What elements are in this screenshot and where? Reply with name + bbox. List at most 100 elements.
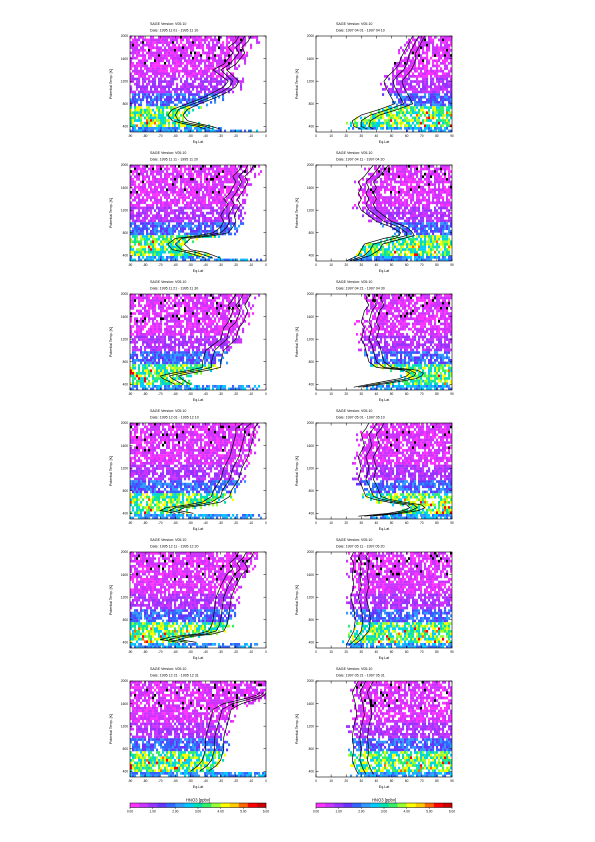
data-cell [424,82,427,86]
data-cell [142,127,145,130]
data-cell [174,106,177,109]
data-cell [402,90,405,94]
data-cell [374,248,377,251]
data-cell [428,219,431,223]
data-cell [220,170,223,173]
data-cell [180,90,183,94]
data-cell [152,116,155,120]
data-cell [436,121,439,125]
data-cell [130,240,133,244]
data-cell [422,167,425,171]
data-cell [172,62,175,65]
data-cell [424,43,427,47]
data-cell [416,167,419,171]
data-cell [240,54,243,57]
data-cell [186,196,189,199]
data-cell [438,90,441,94]
data-cell [156,227,159,231]
data-cell [138,256,141,259]
data-cell [180,59,183,63]
data-cell [416,90,419,94]
data-cell [144,67,147,70]
data-cell [236,43,239,47]
data-cell [386,188,389,192]
data-cell [428,185,431,189]
data-cell [130,201,133,205]
data-cell [248,178,251,181]
data-cell [188,56,191,60]
data-cell [404,201,407,205]
x-tick-label: -30 [218,134,223,138]
data-cell [432,72,435,76]
data-cell [174,217,177,220]
data-cell [184,69,187,73]
data-cells [130,165,263,261]
data-cell [154,72,157,76]
data-cell [154,250,157,254]
data-cell [434,167,437,171]
data-cell [424,106,427,109]
data-cell [216,165,219,168]
data-cell [174,119,177,122]
data-cell [220,201,223,205]
data-cell [432,103,435,107]
data-cell [178,211,181,215]
data-cell [194,258,197,261]
data-cell [232,178,235,181]
data-cell [374,175,377,179]
data-cell [386,209,389,212]
data-cell [392,121,395,125]
data-cell [366,178,369,181]
data-cell [170,237,173,241]
data-cell [144,178,147,181]
data-cell [152,178,155,181]
data-cell [188,193,191,197]
data-cell [214,129,217,132]
data-cell [172,54,175,57]
data-cell [132,170,135,173]
data-cell [396,230,399,233]
data-cell [440,232,443,236]
data-cell [442,98,445,102]
data-cell [180,49,183,52]
data-cell [202,191,205,194]
data-cell [446,193,449,197]
data-cell [190,98,193,102]
data-cell [178,193,181,197]
data-cell [186,253,189,257]
data-cell [150,258,153,261]
data-cell [144,108,147,112]
data-cell [218,188,221,192]
data-cell [370,248,373,251]
data-cell [424,188,427,192]
data-cell [408,196,411,199]
data-cell [420,127,423,130]
data-cell [420,114,423,117]
data-cell [404,72,407,76]
data-cell [216,85,219,89]
data-cell [412,36,415,39]
data-cell [138,51,141,55]
data-cell [216,201,219,205]
data-cell [438,116,441,120]
data-cell [188,111,191,115]
data-cell [210,175,213,179]
data-cell [140,219,143,223]
panel-date-label: Date: 1997 04 11 - 1997 04 20 [336,158,385,162]
data-cell [372,124,375,128]
data-cell [446,93,449,96]
data-cell [136,204,139,207]
data-cell [234,193,237,197]
data-cell [214,59,217,63]
data-cell [156,230,159,233]
data-cell [138,64,141,68]
data-cell [186,80,189,83]
data-cell [186,204,189,207]
data-cell [198,214,201,218]
data-cell [226,206,229,210]
data-cell [228,188,231,192]
data-cell [228,77,231,81]
data-cell [130,178,133,181]
data-cell [414,227,417,231]
data-cell [446,196,449,199]
